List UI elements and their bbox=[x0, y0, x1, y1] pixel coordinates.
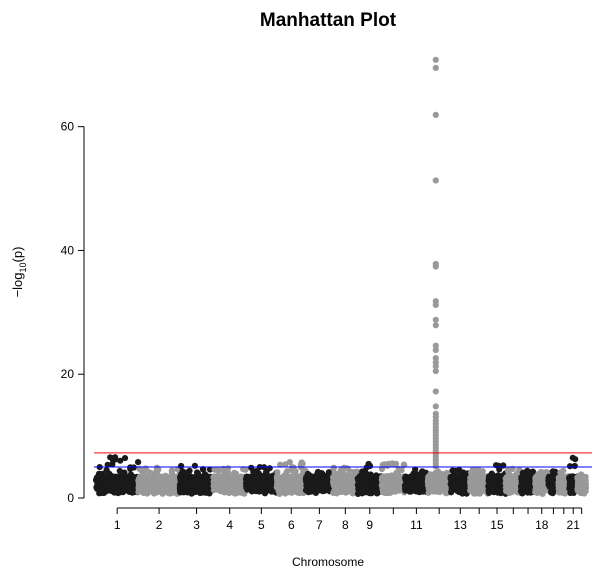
peak-point bbox=[432, 177, 439, 184]
data-point bbox=[582, 484, 590, 492]
y-tick-label: 20 bbox=[61, 367, 75, 381]
data-point bbox=[121, 455, 129, 462]
data-point bbox=[242, 466, 249, 473]
chart-title: Manhattan Plot bbox=[260, 10, 397, 31]
data-point bbox=[314, 468, 322, 476]
peak-point bbox=[432, 64, 439, 71]
data-point bbox=[560, 467, 567, 474]
data-point bbox=[266, 465, 273, 472]
peak-point bbox=[432, 403, 439, 410]
data-point bbox=[299, 460, 306, 467]
data-point bbox=[286, 459, 293, 466]
data-point bbox=[225, 465, 232, 472]
chromosome-3-points bbox=[176, 462, 217, 497]
y-axis: 0 20 40 60 bbox=[61, 120, 85, 505]
chromosome-2-points bbox=[135, 464, 183, 497]
y-tick-label: 0 bbox=[67, 491, 74, 505]
y-tick-label: 60 bbox=[61, 120, 75, 134]
data-point bbox=[200, 466, 207, 473]
data-point bbox=[456, 467, 463, 474]
data-point bbox=[117, 457, 124, 464]
data-point bbox=[389, 460, 396, 467]
chromosome-1-points bbox=[93, 454, 142, 497]
y-tick-label: 40 bbox=[61, 243, 75, 257]
peak-point bbox=[432, 111, 439, 118]
data-point bbox=[178, 462, 185, 470]
data-point bbox=[571, 462, 578, 470]
data-point bbox=[153, 464, 161, 471]
data-point bbox=[549, 468, 557, 475]
data-point bbox=[538, 468, 545, 476]
x-axis: 1 2 3 4 5 6 7 8 9 11 13 15 18 21 bbox=[114, 507, 583, 532]
data-point bbox=[191, 462, 198, 469]
data-point bbox=[569, 454, 576, 461]
data-point bbox=[330, 464, 337, 471]
data-point bbox=[186, 467, 193, 474]
peak-point bbox=[432, 322, 439, 329]
chromosome-12-points bbox=[424, 56, 454, 497]
data-point bbox=[578, 471, 585, 478]
data-points bbox=[93, 56, 590, 497]
peak-point bbox=[432, 316, 439, 323]
peak-point bbox=[432, 368, 439, 375]
peak-point bbox=[432, 56, 439, 63]
data-point bbox=[341, 464, 348, 471]
data-point bbox=[500, 462, 507, 469]
chromosome-4-points bbox=[210, 465, 249, 497]
data-point bbox=[135, 459, 142, 466]
peak-point bbox=[432, 263, 439, 270]
data-point bbox=[524, 467, 531, 474]
data-point bbox=[104, 461, 111, 468]
peak-point bbox=[432, 347, 439, 354]
peak-point bbox=[432, 463, 439, 470]
data-point bbox=[365, 460, 372, 468]
peak-point bbox=[432, 388, 439, 395]
chromosome-22-points bbox=[574, 471, 590, 497]
peak-point bbox=[432, 301, 439, 308]
data-point bbox=[206, 466, 214, 473]
data-point bbox=[112, 454, 119, 461]
data-point bbox=[292, 468, 299, 475]
